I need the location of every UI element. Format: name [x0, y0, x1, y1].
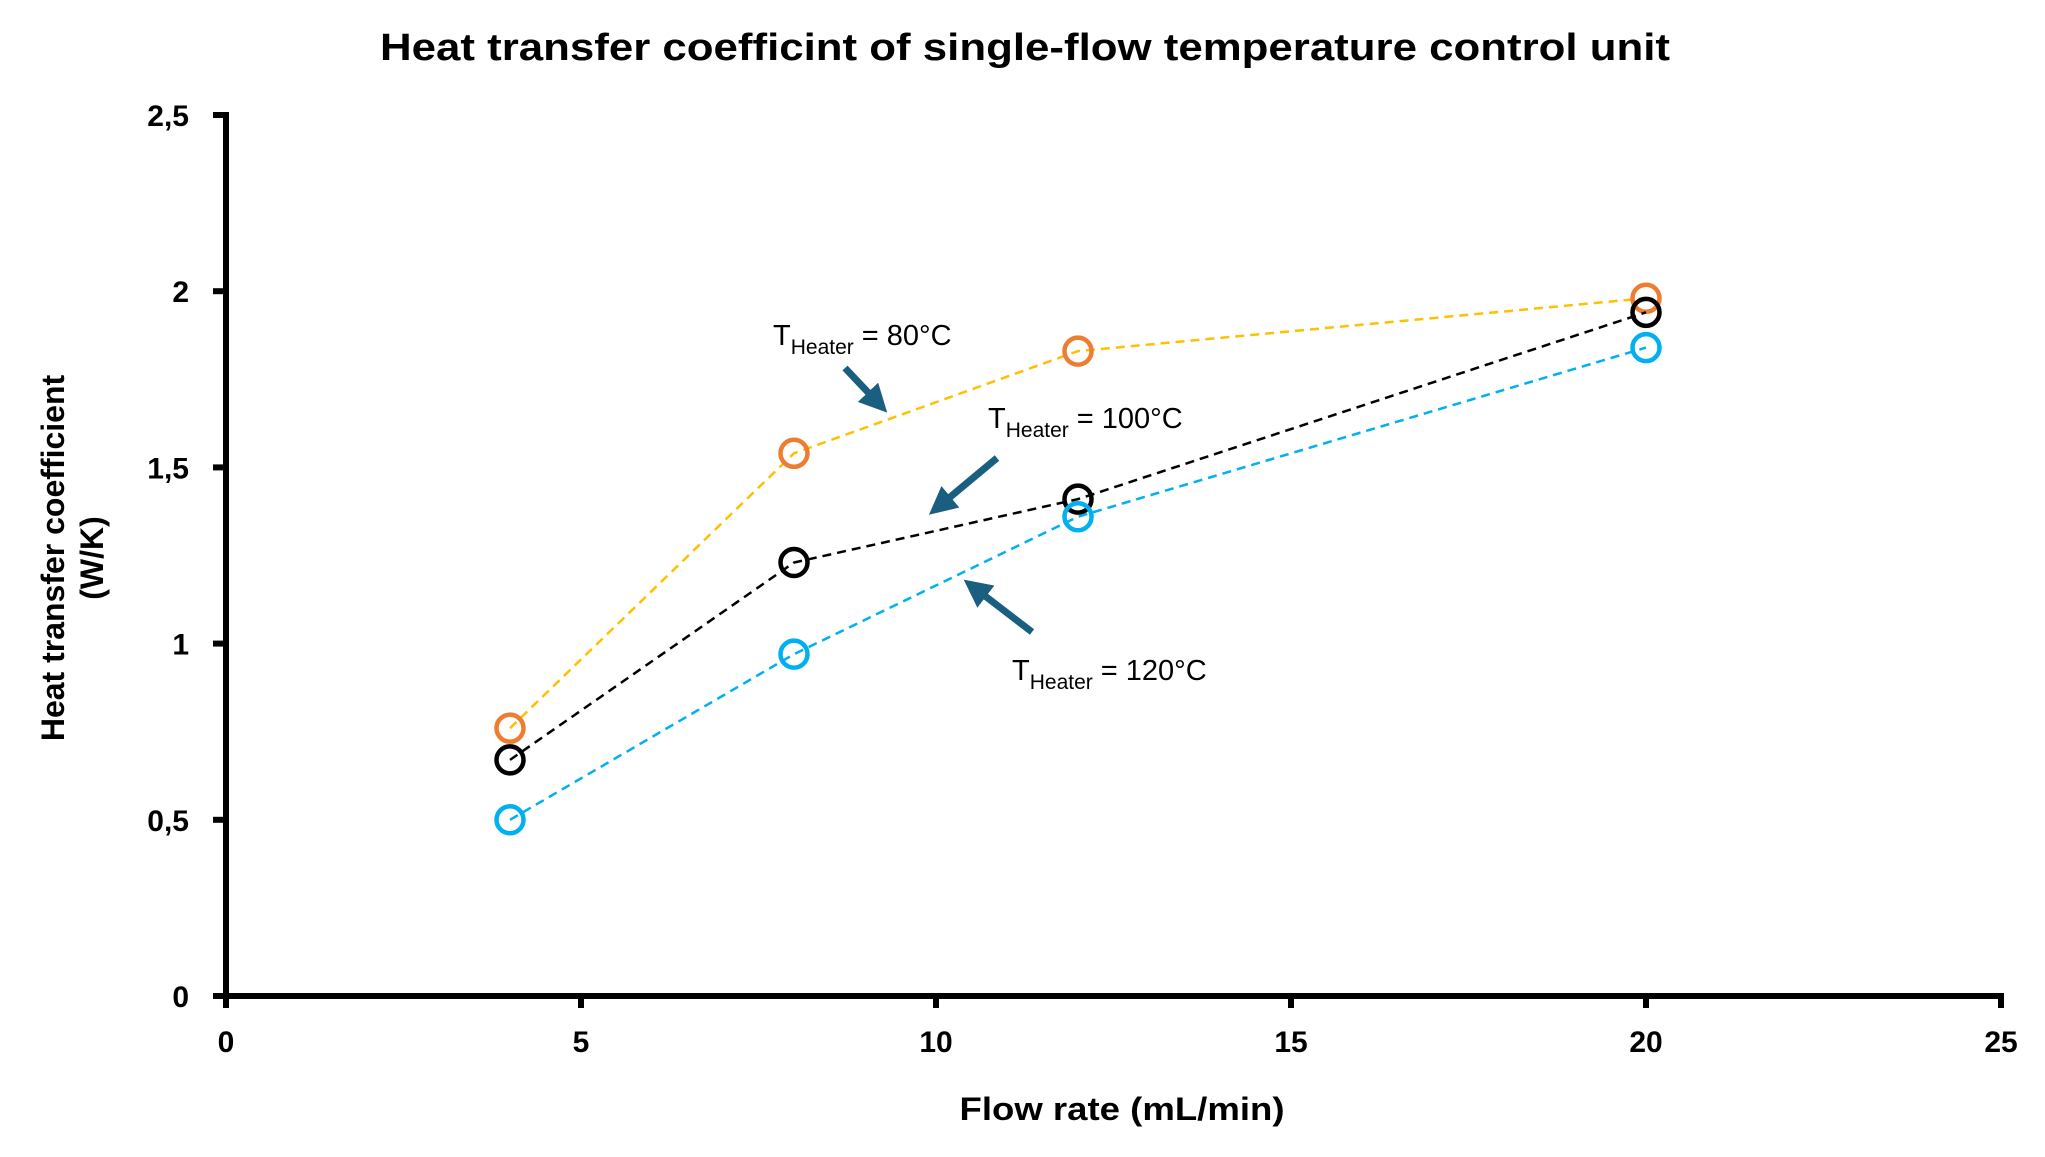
x-tick-label: 10: [919, 1026, 952, 1059]
x-ticks: 0 5 10 15 20 25: [218, 996, 2018, 1059]
y-axis-label-line-1: Heat transfer coefficient: [35, 374, 71, 741]
y-tick-label: 1: [172, 629, 189, 662]
annotation-2: THeater = 100°C: [928, 403, 1183, 515]
x-tick-label: 0: [218, 1026, 235, 1059]
data-point: [1630, 296, 1662, 329]
data-point: [494, 744, 526, 776]
data-point: [1062, 335, 1094, 367]
arrow-icon: [842, 365, 888, 413]
data-point: [1062, 483, 1094, 515]
arrow-icon: [963, 579, 1035, 635]
y-tick-label: 0,5: [147, 805, 189, 838]
x-tick-label: 15: [1274, 1026, 1307, 1059]
annotation-label: THeater = 80°C: [773, 320, 952, 359]
series-line: [509, 346, 1647, 821]
data-point: [778, 546, 810, 579]
axes: [223, 112, 2004, 999]
series-group: [494, 282, 1662, 836]
y-tick-label: 1,5: [147, 452, 189, 485]
series-3: [494, 331, 1662, 836]
data-point: [778, 638, 810, 670]
series-2: [494, 296, 1662, 776]
y-axis-label: Heat transfer coefficient (W/K): [35, 374, 110, 741]
data-point: [1630, 282, 1662, 314]
data-point: [1630, 331, 1662, 364]
series-line: [509, 311, 1647, 761]
y-axis-label-line-2: (W/K): [74, 516, 110, 600]
x-axis-label: Flow rate (mL/min): [960, 1091, 1285, 1127]
annotation-1: THeater = 80°C: [773, 320, 952, 413]
data-point: [494, 804, 526, 836]
y-tick-label: 2,5: [147, 100, 189, 133]
arrow-icon: [928, 455, 1000, 515]
series-line: [509, 297, 1647, 730]
x-tick-label: 20: [1629, 1026, 1662, 1059]
y-tick-label: 2: [172, 276, 189, 309]
data-point: [1062, 500, 1094, 533]
annotation-label: THeater = 100°C: [988, 403, 1183, 442]
chart-title: Heat transfer coefficint of single-flow …: [380, 27, 1670, 69]
data-point: [778, 437, 810, 470]
y-ticks: 0 0,5 1 1,5 2 2,5: [147, 100, 226, 1014]
data-point: [494, 712, 526, 744]
series-1: [494, 282, 1662, 744]
y-tick-label: 0: [172, 981, 189, 1014]
x-tick-label: 25: [1984, 1026, 2017, 1059]
annotations: THeater = 80°C THeater = 100°C THeater = 1…: [773, 320, 1207, 694]
x-tick-label: 5: [573, 1026, 590, 1059]
annotation-label: THeater = 120°C: [1012, 655, 1207, 694]
annotation-3: THeater = 120°C: [963, 579, 1207, 694]
